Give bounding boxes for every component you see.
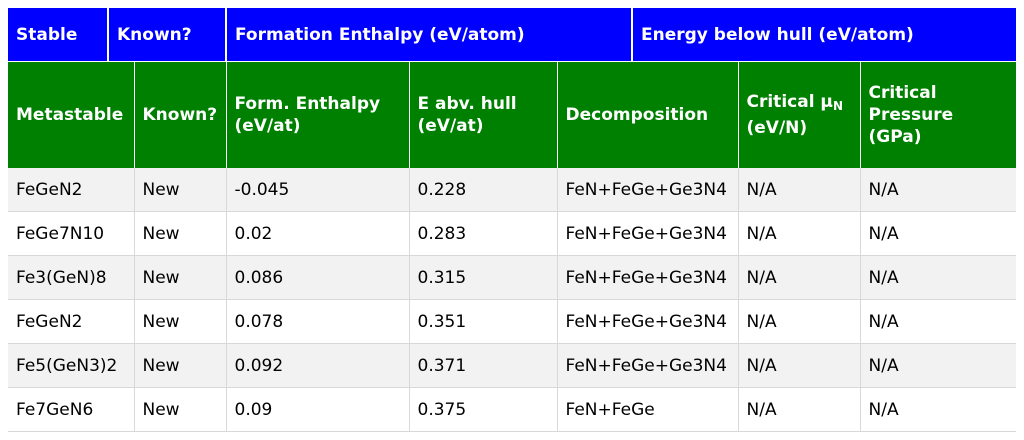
critical-mu-cell: N/A (738, 211, 861, 256)
metastable-known-column-header: Known? (134, 61, 227, 168)
known-cell: New (134, 343, 227, 388)
critical-mu-cell: N/A (738, 168, 861, 212)
critical-pressure-cell: N/A (860, 255, 1016, 300)
enthalpy-cell: 0.02 (226, 211, 410, 256)
known-cell: New (134, 168, 227, 212)
table-row: FeGeN2 New -0.045 0.228 FeN+FeGe+Ge3N4 N/A N/A (8, 168, 1016, 212)
stable-header-row: Stable Known? Formation Enthalpy (eV/ato… (8, 8, 1016, 61)
critical-pressure-cell: N/A (860, 343, 1016, 388)
hull-cell: 0.228 (409, 168, 558, 212)
critical-pressure-cell: N/A (860, 299, 1016, 344)
critical-mu-cell: N/A (738, 387, 861, 432)
critical-mu-label: Critical μ (746, 92, 833, 112)
compound-cell: Fe3(GeN)8 (8, 255, 135, 300)
compound-cell: FeGeN2 (8, 168, 135, 212)
critical-mu-column-header: Critical μN (eV/N) (738, 61, 861, 168)
enthalpy-cell: -0.045 (226, 168, 410, 212)
decomposition-cell: FeN+FeGe+Ge3N4 (557, 211, 739, 256)
stable-column-header: Stable (8, 8, 109, 61)
known-cell: New (134, 299, 227, 344)
hull-cell: 0.375 (409, 387, 558, 432)
e-abv-hull-column-header: E abv. hull (eV/at) (409, 61, 558, 168)
hull-cell: 0.351 (409, 299, 558, 344)
decomposition-cell: FeN+FeGe+Ge3N4 (557, 255, 739, 300)
table-row: FeGe7N10 New 0.02 0.283 FeN+FeGe+Ge3N4 N/A N/A (8, 211, 1016, 256)
critical-pressure-cell: N/A (860, 211, 1016, 256)
compound-cell: Fe5(GeN3)2 (8, 343, 135, 388)
metastable-compounds-table: Metastable Known? Form. Enthalpy (eV/at)… (8, 61, 1016, 432)
phase-stability-tables: Stable Known? Formation Enthalpy (eV/ato… (8, 8, 1016, 432)
stable-formation-enthalpy-header: Formation Enthalpy (eV/atom) (226, 8, 633, 61)
known-cell: New (134, 387, 227, 432)
metastable-header-row: Metastable Known? Form. Enthalpy (eV/at)… (8, 61, 1016, 168)
form-enthalpy-column-header: Form. Enthalpy (eV/at) (226, 61, 410, 168)
critical-pressure-cell: N/A (860, 387, 1016, 432)
table-row: Fe3(GeN)8 New 0.086 0.315 FeN+FeGe+Ge3N4 N/A N… (8, 255, 1016, 300)
critical-pressure-column-header: Critical Pressure (GPa) (860, 61, 1016, 168)
enthalpy-cell: 0.092 (226, 343, 410, 388)
table-row: Fe7GeN6 New 0.09 0.375 FeN+FeGe N/A N/A (8, 387, 1016, 432)
decomposition-cell: FeN+FeGe+Ge3N4 (557, 343, 739, 388)
decomposition-cell: FeN+FeGe+Ge3N4 (557, 168, 739, 212)
decomposition-cell: FeN+FeGe+Ge3N4 (557, 299, 739, 344)
stable-compounds-table: Stable Known? Formation Enthalpy (eV/ato… (8, 8, 1016, 61)
hull-cell: 0.315 (409, 255, 558, 300)
hull-cell: 0.283 (409, 211, 558, 256)
stable-known-column-header: Known? (108, 8, 227, 61)
critical-mu-cell: N/A (738, 299, 861, 344)
compound-cell: FeGeN2 (8, 299, 135, 344)
compound-cell: FeGe7N10 (8, 211, 135, 256)
critical-mu-subscript: N (832, 99, 843, 113)
hull-cell: 0.371 (409, 343, 558, 388)
table-row: FeGeN2 New 0.078 0.351 FeN+FeGe+Ge3N4 N/A N/A (8, 299, 1016, 344)
compound-cell: Fe7GeN6 (8, 387, 135, 432)
enthalpy-cell: 0.078 (226, 299, 410, 344)
stable-energy-below-hull-header: Energy below hull (eV/atom) (632, 8, 1016, 61)
enthalpy-cell: 0.09 (226, 387, 410, 432)
critical-mu-cell: N/A (738, 343, 861, 388)
decomposition-column-header: Decomposition (557, 61, 739, 168)
critical-mu-cell: N/A (738, 255, 861, 300)
metastable-column-header: Metastable (8, 61, 135, 168)
critical-mu-unit: (eV/N) (746, 118, 808, 138)
critical-pressure-cell: N/A (860, 168, 1016, 212)
metastable-table-body: FeGeN2 New -0.045 0.228 FeN+FeGe+Ge3N4 N/A N/A… (8, 168, 1016, 432)
known-cell: New (134, 211, 227, 256)
enthalpy-cell: 0.086 (226, 255, 410, 300)
table-row: Fe5(GeN3)2 New 0.092 0.371 FeN+FeGe+Ge3N4 N/A… (8, 343, 1016, 388)
known-cell: New (134, 255, 227, 300)
decomposition-cell: FeN+FeGe (557, 387, 739, 432)
